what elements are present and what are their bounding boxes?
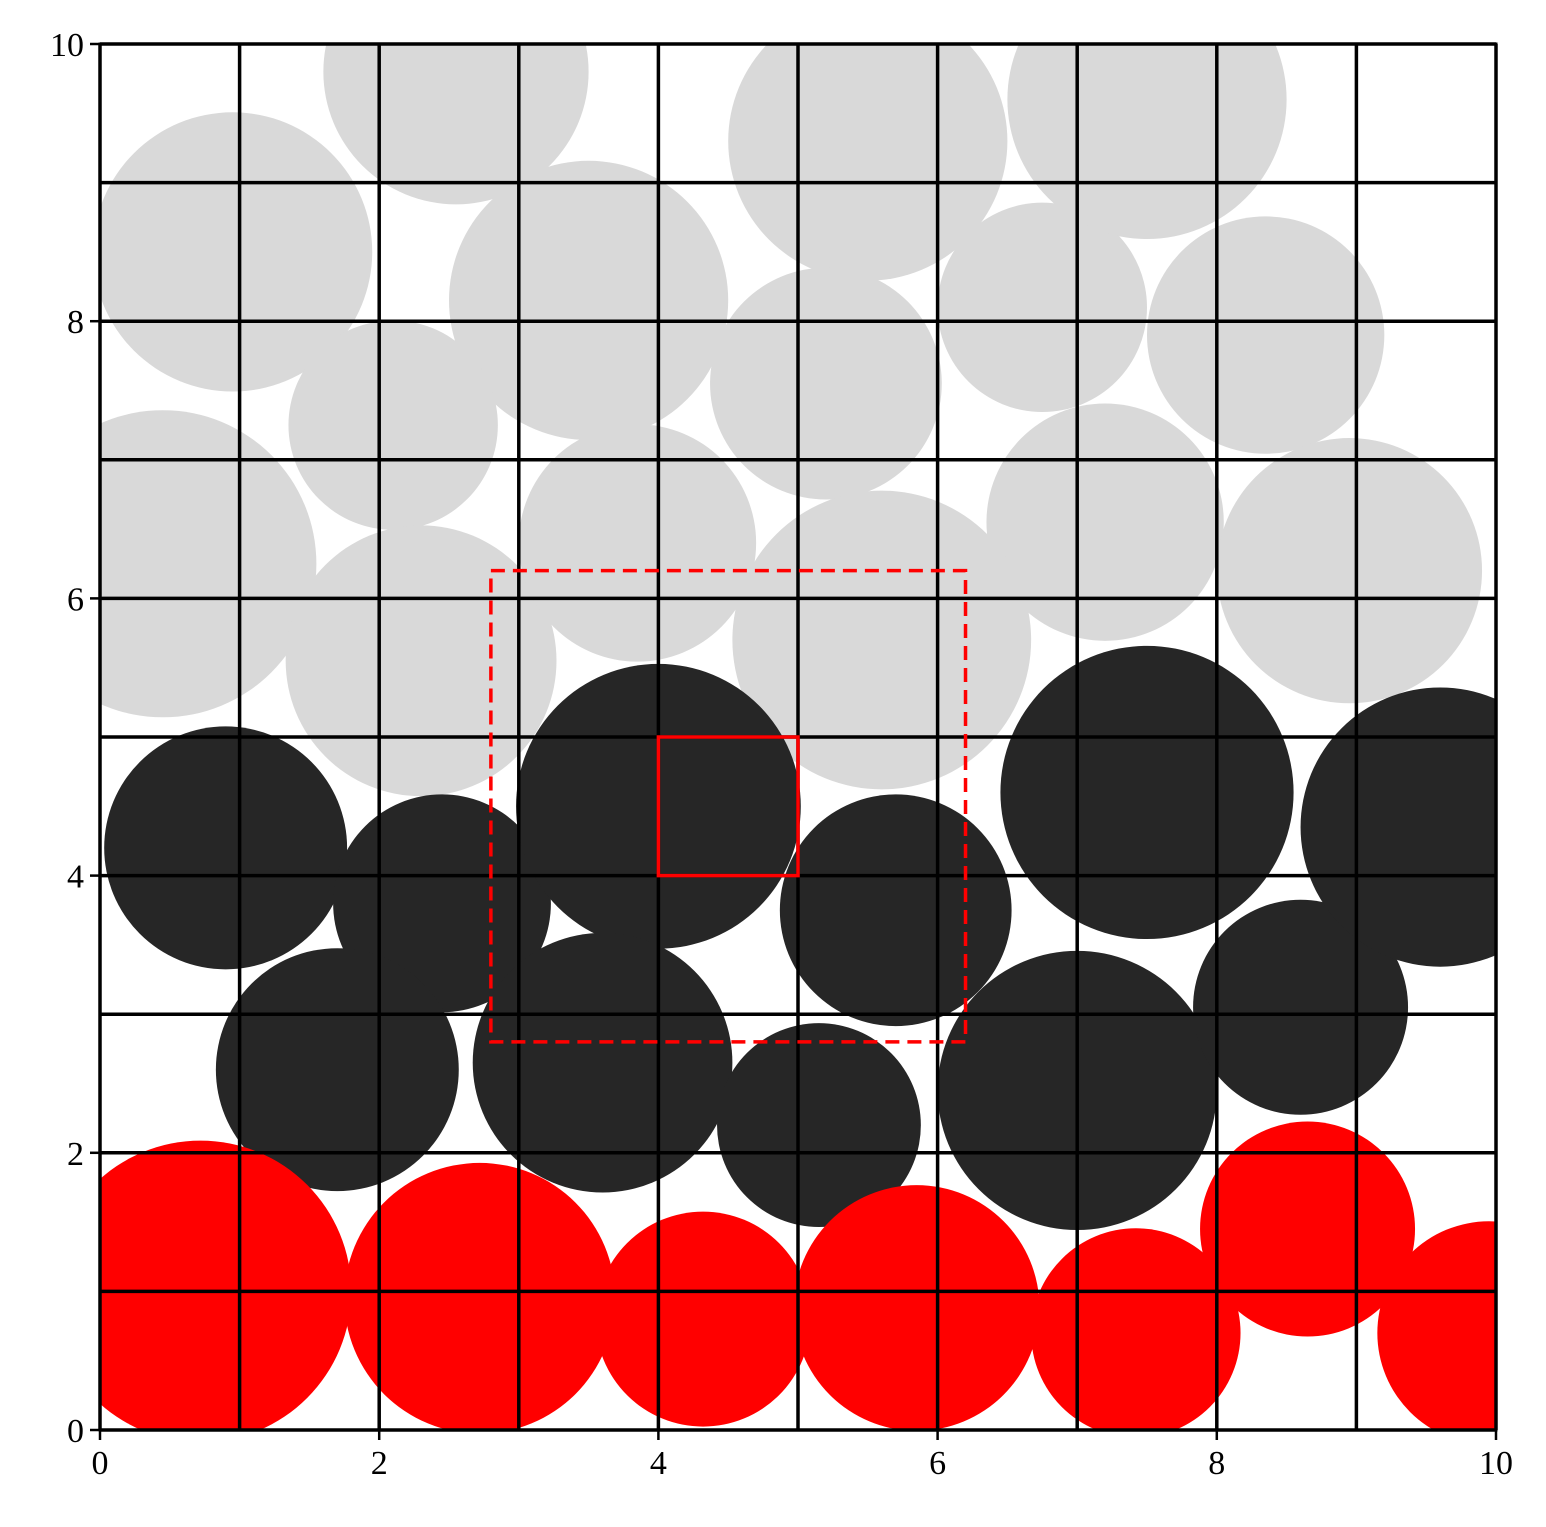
- circle-series1-6: [717, 1023, 921, 1227]
- x-tick-label: 8: [1208, 1445, 1225, 1482]
- annotation-layer: [489, 568, 968, 1044]
- y-tick-label: 4: [67, 859, 84, 896]
- plot-frame: [98, 42, 1498, 1432]
- circle-series2-6: [1377, 1221, 1496, 1430]
- circle-series1-10: [1300, 687, 1496, 967]
- y-tick-label: 2: [67, 1136, 84, 1173]
- circle-series0-14: [732, 490, 1032, 790]
- circle-series2-2: [595, 1211, 811, 1427]
- axes: [90, 42, 1498, 1440]
- circle-series2-1: [344, 1162, 616, 1430]
- circle-series0-9: [937, 202, 1147, 413]
- circle-series2-5: [1200, 1121, 1416, 1337]
- tick-labels: 0 2 4 6 8 10 0 2 4 6 8 10: [50, 27, 1513, 1482]
- circle-series1-3: [215, 948, 459, 1192]
- circle-series0-1: [323, 44, 589, 205]
- circle-series0-6: [518, 424, 757, 662]
- x-tick-label: 0: [92, 1445, 109, 1482]
- circle-series1-1: [333, 794, 551, 1013]
- circle-series1-8: [1000, 645, 1294, 940]
- circle-series0-8: [710, 267, 942, 500]
- x-tick-label: 10: [1479, 1445, 1513, 1482]
- circle-series0-3: [288, 320, 498, 530]
- y-tick-label: 6: [67, 581, 84, 618]
- circle-series0-5: [285, 525, 557, 797]
- circle-series1-9: [1193, 899, 1409, 1115]
- dashed-region-rect: [489, 568, 968, 1044]
- circle-series0-11: [1147, 216, 1385, 454]
- circle-series2-0: [100, 1140, 352, 1430]
- x-tick-label: 6: [929, 1445, 946, 1482]
- solid-cell-rect: [656, 735, 800, 878]
- circles-layer: [100, 44, 1496, 1430]
- circle-series0-4: [100, 410, 317, 718]
- circle-series1-5: [779, 794, 1012, 1027]
- circle-series2-3: [793, 1185, 1040, 1430]
- x-tick-label: 4: [650, 1445, 667, 1482]
- circle-series2-4: [1031, 1228, 1241, 1430]
- x-tick-label: 2: [371, 1445, 388, 1482]
- y-tick-label: 0: [67, 1413, 84, 1450]
- circle-series0-13: [1216, 438, 1483, 704]
- circle-series1-0: [104, 726, 348, 970]
- circle-series0-12: [986, 403, 1224, 641]
- y-tick-label: 10: [50, 27, 84, 64]
- y-tick-label: 8: [67, 304, 84, 341]
- circle-series1-4: [472, 932, 733, 1193]
